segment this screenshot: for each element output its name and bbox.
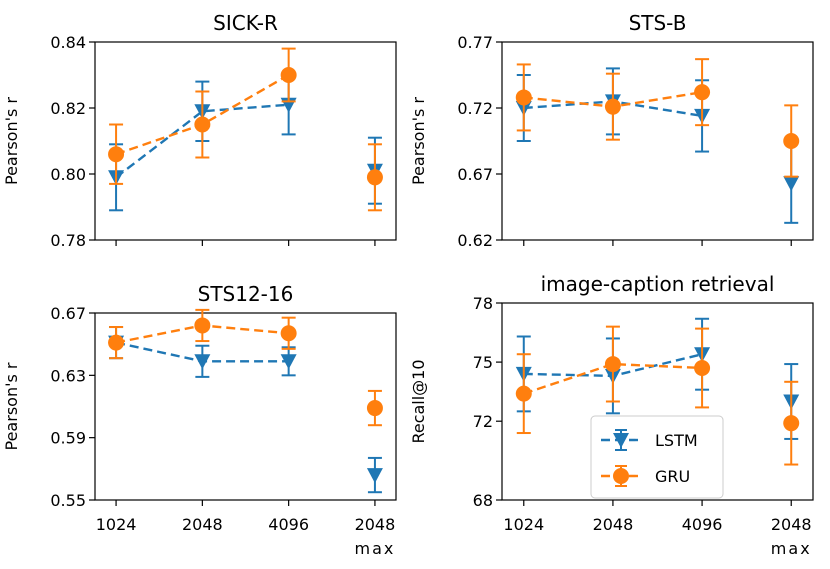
- panel3-lstm-point: [366, 468, 383, 484]
- panel3-ylabel: Pearson's r: [2, 362, 21, 450]
- panel1-gru-point: [194, 116, 211, 133]
- panel3-gru-point: [108, 334, 125, 351]
- panel2-ytick-label: 0.62: [457, 231, 493, 250]
- panel4-xtick-sublabel: max: [771, 539, 812, 558]
- panel3-lstm-point: [194, 354, 211, 370]
- panel3-gru-point: [280, 325, 297, 342]
- panel3-xtick-label: 2048: [182, 515, 223, 534]
- panel3-ytick-label: 0.67: [50, 304, 86, 323]
- panel2-ylabel: Pearson's r: [409, 97, 428, 185]
- panel1-gru-point: [280, 67, 297, 83]
- panel1-frame: [94, 41, 397, 241]
- panel2-gru-point: [515, 89, 532, 106]
- panel3-gru-point: [194, 317, 211, 334]
- panel3-xtick-label: 2048: [355, 515, 396, 534]
- panel3-ytick-label: 0.55: [50, 491, 86, 510]
- panel4-gru-point: [515, 385, 532, 402]
- panel1-gru-point: [366, 169, 383, 186]
- panel2-ytick-label: 0.67: [457, 165, 493, 184]
- panel2-gru-point: [783, 133, 800, 149]
- panel2-ytick-label: 0.72: [457, 99, 493, 118]
- panel4-legend-lstm-marker: [613, 433, 629, 448]
- panel4-gru-point: [694, 360, 711, 377]
- panel4-gru-point: [604, 356, 621, 373]
- panel1-ytick-label: 0.82: [50, 99, 86, 118]
- panel2-title: STS-B: [629, 11, 687, 35]
- panel3-ytick-label: 0.59: [50, 429, 86, 448]
- panel3-xtick-label: 1024: [96, 515, 137, 534]
- panel2-ytick-label: 0.77: [457, 33, 493, 52]
- panel4-ytick-label: 68: [473, 491, 493, 510]
- panel1-lstm-line: [115, 103, 289, 179]
- panel4-frame: [501, 302, 814, 501]
- panel1-title: SICK-R: [213, 11, 278, 35]
- panel1-ytick-label: 0.80: [50, 165, 86, 184]
- panel4-gru-point: [783, 415, 800, 432]
- panel2-gru-point: [694, 84, 711, 101]
- panel1-gru-point: [108, 146, 125, 163]
- panel4-xtick-label: 2048: [593, 515, 634, 534]
- panel3-gru-point: [366, 400, 383, 417]
- panel3-ytick-label: 0.63: [50, 366, 86, 385]
- panel4-ytick-label: 78: [473, 294, 493, 313]
- panel1-ylabel: Pearson's r: [2, 97, 21, 185]
- panel2-frame: [501, 41, 814, 241]
- panel1-ytick-label: 0.78: [50, 231, 86, 250]
- panel4-legend-gru-label: GRU: [655, 467, 690, 486]
- panel4-ytick-label: 72: [473, 412, 493, 431]
- panel3-xtick-label: 4096: [268, 515, 309, 534]
- panel2-lstm-point: [783, 176, 800, 192]
- panel4-legend-lstm-label: LSTM: [655, 431, 698, 450]
- panel3-title: STS12-16: [198, 282, 294, 306]
- panel4-gru-line: [523, 362, 703, 395]
- panel3-frame: [94, 312, 397, 501]
- panel3-lstm-point: [280, 354, 297, 370]
- panel4-xtick-label: 4096: [682, 515, 723, 534]
- panel4-legend-gru-marker: [613, 468, 629, 484]
- panel2-gru-point: [604, 98, 621, 115]
- panel1-ytick-label: 0.84: [50, 33, 86, 52]
- panel4-ytick-label: 75: [473, 353, 493, 372]
- panel3-xtick-sublabel: max: [355, 539, 396, 558]
- panel4-xtick-label: 2048: [771, 515, 812, 534]
- panel4-ylabel: Recall@10: [409, 359, 428, 443]
- panel4-title: image-caption retrieval: [541, 272, 775, 296]
- panel4-xtick-label: 1024: [503, 515, 544, 534]
